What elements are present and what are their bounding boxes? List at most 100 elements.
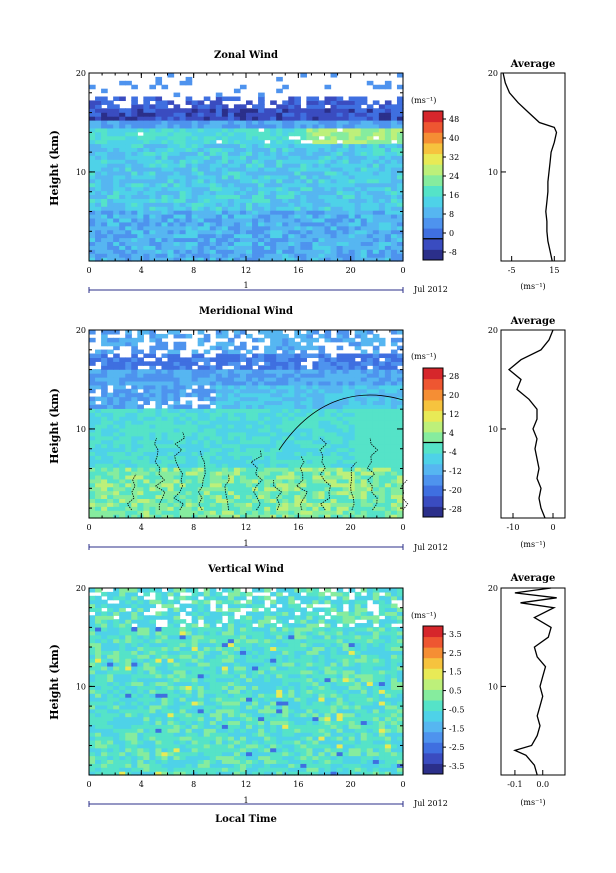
heatmap-cell [390, 408, 398, 413]
heatmap-cell [167, 771, 175, 776]
heatmap-cell [342, 373, 350, 378]
heatmap-cell [119, 420, 126, 425]
heatmap-cell [372, 151, 380, 156]
colorbar-swatch [423, 111, 443, 123]
heatmap-cell [288, 167, 295, 172]
heatmap-cell [360, 143, 368, 149]
heatmap-cell [107, 510, 114, 515]
heatmap-cell [125, 80, 132, 86]
heatmap-cell [215, 486, 223, 492]
heatmap-cell [288, 482, 295, 488]
heatmap-cell [107, 245, 114, 250]
heatmap-cell [161, 233, 169, 239]
heatmap-cell [89, 514, 96, 519]
heatmap-cell [396, 233, 404, 239]
heatmap-cell [282, 486, 289, 492]
heatmap-cell [101, 127, 108, 133]
heatmap-cell [312, 206, 320, 211]
heatmap-cell [324, 229, 332, 235]
heatmap-cell [390, 431, 398, 437]
heatmap-cell [185, 123, 193, 129]
heatmap-cell [252, 467, 259, 472]
heatmap-cell [179, 108, 187, 113]
heatmap-cell [101, 755, 108, 761]
heatmap-cell [221, 424, 229, 429]
heatmap-cell [167, 373, 175, 378]
heatmap-cell [143, 467, 150, 472]
heatmap-cell [288, 388, 295, 394]
heatmap-cell [95, 408, 102, 413]
heatmap-cell [384, 759, 392, 764]
heatmap-cell [203, 116, 211, 121]
heatmap-cell [95, 498, 102, 503]
heatmap-cell [288, 206, 295, 211]
heatmap-cell [264, 186, 271, 192]
heatmap-cell [101, 353, 108, 359]
heatmap-cell [294, 380, 301, 386]
heatmap-cell [137, 330, 144, 335]
heatmap-cell [131, 108, 138, 113]
heatmap-cell [161, 380, 169, 386]
heatmap-cell [324, 431, 332, 437]
heatmap-cell [318, 170, 326, 176]
heatmap-cell [366, 455, 374, 460]
heatmap-cell [137, 198, 144, 203]
heatmap-cell [161, 506, 169, 511]
heatmap-cell [288, 147, 295, 152]
profile-y-tick-label: 20 [488, 326, 498, 335]
heatmap-cell [101, 139, 108, 145]
heatmap-cell [264, 202, 271, 207]
heatmap-cell [300, 427, 307, 433]
heatmap-cell [131, 178, 138, 184]
heatmap-cell [294, 131, 301, 137]
heatmap-cell [270, 455, 277, 460]
heatmap-cell [354, 170, 362, 176]
heatmap-cell [270, 202, 277, 207]
heatmap-cell [191, 420, 199, 425]
heatmap-cell [318, 400, 326, 406]
heatmap-cell [396, 502, 404, 507]
heatmap-cell [89, 190, 96, 196]
heatmap-cell [396, 163, 404, 168]
heatmap-cell [221, 194, 229, 199]
heatmap-cell [239, 217, 247, 223]
heatmap-cell [294, 210, 301, 215]
heatmap-cell [288, 116, 295, 121]
heatmap-cell [378, 380, 386, 386]
heatmap-cell [378, 431, 386, 437]
heatmap-cell [276, 202, 283, 207]
heatmap-cell [360, 424, 368, 429]
heatmap-cell [360, 365, 368, 370]
heatmap-cell [113, 771, 120, 776]
heatmap-cell [324, 412, 332, 417]
heatmap-cell [246, 214, 253, 219]
heatmap-cell [294, 330, 301, 335]
heatmap-cell [203, 210, 211, 215]
heatmap-cell [354, 416, 362, 421]
heatmap-cell [239, 373, 247, 378]
heatmap-cell [384, 490, 392, 496]
heatmap-cell [113, 182, 120, 188]
heatmap-cell [264, 443, 271, 449]
heatmap-cell [113, 451, 120, 456]
heatmap-cell [294, 502, 301, 507]
heatmap-cell [390, 170, 398, 176]
heatmap-cell [143, 120, 150, 125]
heatmap-cell [342, 253, 350, 258]
heatmap-cell [197, 424, 205, 429]
heatmap-cell [270, 408, 277, 413]
heatmap-cell [300, 159, 307, 164]
heatmap-cell [89, 424, 96, 429]
heatmap-cell [246, 206, 253, 211]
heatmap-cell [101, 447, 108, 453]
heatmap-cell [366, 80, 374, 86]
heatmap-cell [378, 202, 386, 207]
heatmap-cell [396, 486, 404, 492]
heatmap-cell [330, 380, 338, 386]
heatmap-cell [215, 225, 223, 231]
heatmap-cell [318, 210, 326, 215]
heatmap-cell [348, 202, 356, 207]
heatmap-cell [185, 174, 193, 180]
heatmap-cell [221, 233, 229, 239]
heatmap-cell [239, 478, 247, 484]
